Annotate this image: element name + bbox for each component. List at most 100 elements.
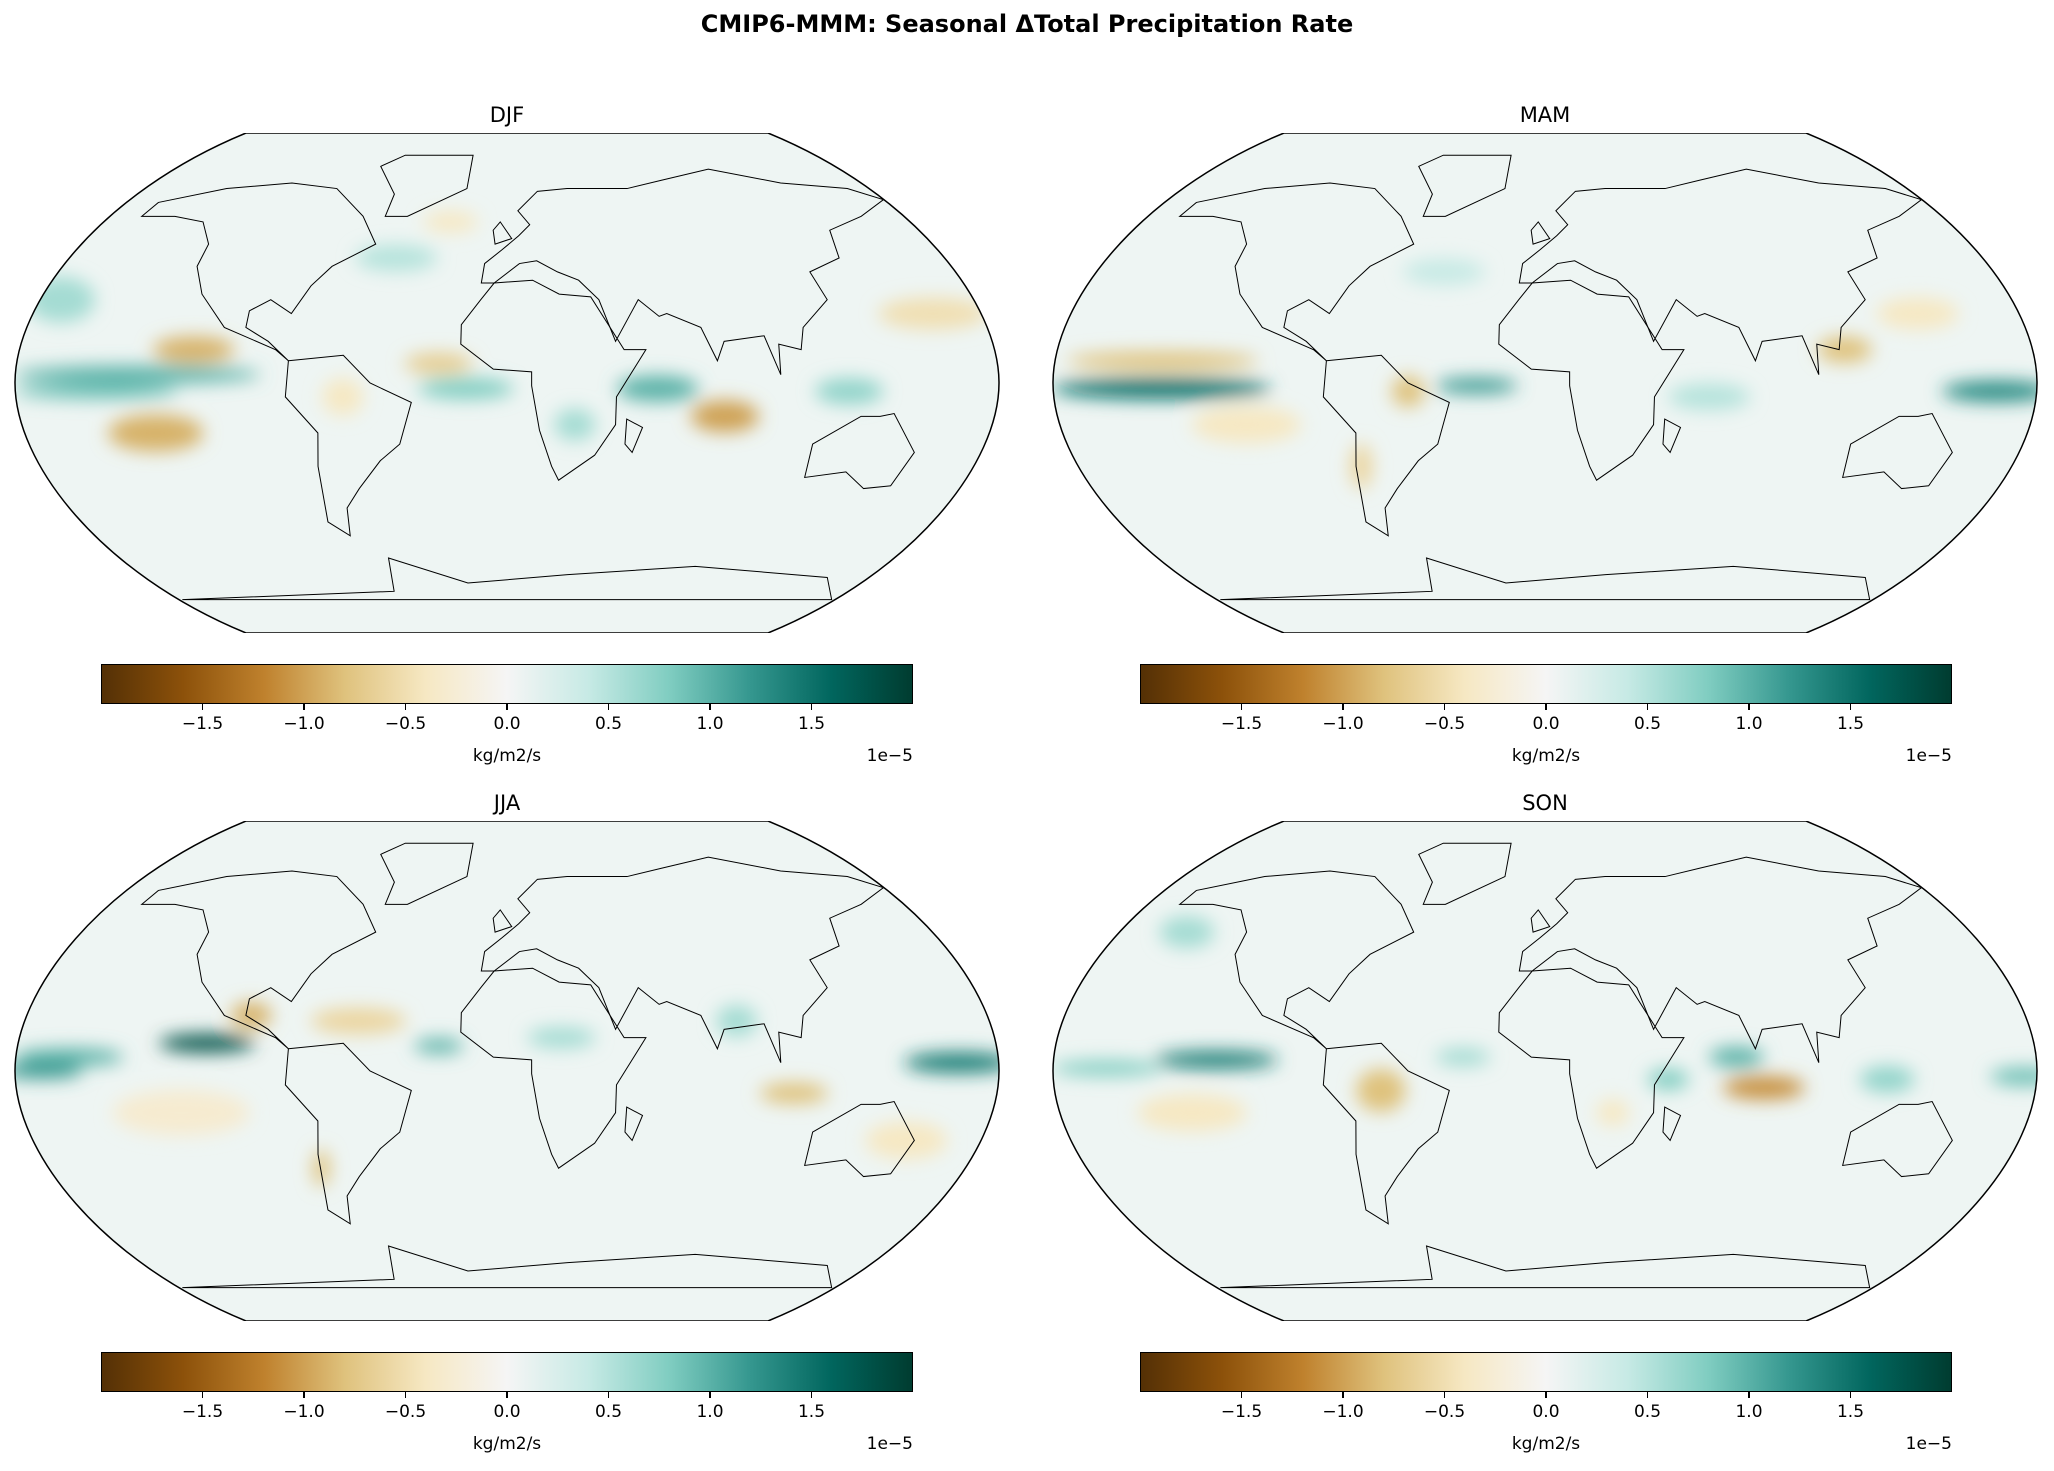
coastline	[1662, 418, 1682, 454]
anomaly-region	[1722, 1075, 1805, 1100]
anomaly-region	[1859, 1066, 1915, 1093]
coastline	[1418, 842, 1512, 905]
colorbar-tick-label: 1.0	[1735, 1402, 1763, 1422]
anomaly-region	[1159, 916, 1215, 948]
colorbar-tick-label: −1.0	[283, 1402, 325, 1422]
coastline	[182, 557, 833, 601]
coastline	[1498, 279, 1685, 481]
anomaly-region	[15, 383, 179, 399]
map-background	[1053, 821, 2037, 1321]
colorbar-tick-mark	[1342, 704, 1344, 710]
anomaly-region	[15, 1063, 83, 1079]
coastline	[1178, 870, 1415, 1050]
colorbar-tick-label: 1.5	[1836, 1402, 1865, 1422]
colorbar-tick-mark	[303, 704, 305, 710]
anomaly-region	[1435, 1048, 1491, 1067]
colorbar-tick-mark	[1545, 1392, 1547, 1398]
colorbar-tick-mark	[1240, 704, 1243, 710]
anomaly-region	[355, 244, 438, 272]
colorbar	[1140, 664, 1952, 704]
colorbar-tick-label: 1.0	[1735, 714, 1763, 734]
coastline	[804, 412, 915, 490]
coastline	[1322, 354, 1450, 537]
anomaly-region	[1391, 375, 1425, 408]
coastline	[284, 1042, 412, 1225]
colorbar-scale-label: 1e−5	[1905, 1434, 1952, 1454]
panel-title-djf: DJF	[489, 103, 525, 127]
panel-title-son: SON	[1522, 791, 1568, 815]
anomaly-region	[904, 1052, 999, 1074]
coastline	[460, 279, 647, 481]
anomaly-region	[527, 1027, 596, 1048]
coastline	[1220, 1245, 1871, 1289]
anomaly-region	[1191, 406, 1302, 444]
coastline	[284, 354, 412, 537]
anomaly-region	[815, 378, 884, 405]
coastline	[1662, 1106, 1682, 1142]
map-boundary	[14, 821, 1000, 1321]
anomaly-region	[1596, 1099, 1630, 1126]
colorbar-tick-label: −1.5	[181, 1402, 224, 1422]
colorbar-label: kg/m2/s	[472, 746, 542, 766]
colorbar-tick-label: 0.0	[493, 1402, 521, 1422]
anomaly-region	[1402, 258, 1486, 285]
colorbar-tick-mark	[506, 704, 508, 710]
colorbar-ticks: −1.5 −1.0 −0.5 0.0 0.5 1.0 1.5	[101, 704, 913, 734]
anomaly-region	[404, 353, 473, 374]
colorbar-scale-label: 1e−5	[1905, 746, 1952, 766]
coastline	[492, 221, 513, 245]
colorbar-tick-mark	[201, 1392, 204, 1398]
anomaly-region	[112, 1089, 250, 1136]
anomaly-region	[865, 1121, 948, 1160]
anomaly-region	[878, 297, 988, 330]
colorbar-tick-mark	[810, 1392, 813, 1398]
anomaly-region	[26, 276, 96, 323]
coastline	[1220, 557, 1871, 601]
anomaly-region	[107, 414, 204, 452]
coastline	[1530, 909, 1551, 933]
colorbar-ticks: −1.5 −1.0 −0.5 0.0 0.5 1.0 1.5	[101, 1392, 913, 1422]
colorbar-tick-mark	[1443, 1392, 1446, 1398]
anomaly-region	[322, 378, 364, 416]
map-background	[15, 133, 999, 633]
colorbar-tick-mark	[404, 1392, 407, 1398]
colorbar-tick-mark	[1545, 704, 1547, 710]
coastline	[492, 909, 513, 933]
map-son	[1052, 821, 2038, 1321]
colorbar-label: kg/m2/s	[472, 1434, 542, 1454]
colorbar-tick-mark	[607, 1392, 610, 1398]
map-mam	[1052, 133, 2038, 633]
coastline	[140, 870, 377, 1050]
coastline	[460, 967, 647, 1169]
map-djf	[14, 133, 1000, 633]
coastline	[140, 182, 377, 362]
coastline	[624, 1106, 644, 1142]
colorbar-tick-label: 0.5	[594, 1402, 623, 1422]
colorbar-tick-mark	[709, 704, 711, 710]
anomaly-region	[417, 378, 514, 399]
coastline	[480, 856, 885, 1063]
anomaly-region	[1137, 1094, 1247, 1132]
map-boundary	[14, 133, 1000, 633]
panel-title-mam: MAM	[1519, 103, 1571, 127]
anomaly-region	[313, 1149, 330, 1187]
anomaly-region	[414, 1038, 464, 1054]
map-background	[1053, 133, 2037, 633]
colorbar-tick-mark	[1240, 1392, 1243, 1398]
anomaly-region	[15, 1048, 124, 1067]
colorbar-tick-label: 1.5	[1836, 714, 1865, 734]
colorbar-tick-mark	[1849, 704, 1852, 710]
colorbar-tick-label: −1.0	[1322, 1402, 1364, 1422]
colorbar-tick-mark	[1849, 1392, 1852, 1398]
anomaly-region	[690, 400, 760, 433]
colorbar-tick-label: 1.5	[797, 1402, 826, 1422]
colorbar-tick-label: 1.0	[696, 714, 724, 734]
colorbar-tick-label: −1.5	[181, 714, 224, 734]
anomaly-region	[423, 211, 479, 233]
colorbar-tick-mark	[1443, 704, 1446, 710]
colorbar-tick-label: −0.5	[384, 714, 427, 734]
coastline	[624, 418, 644, 454]
colorbar	[101, 664, 913, 704]
anomaly-region	[15, 365, 261, 384]
